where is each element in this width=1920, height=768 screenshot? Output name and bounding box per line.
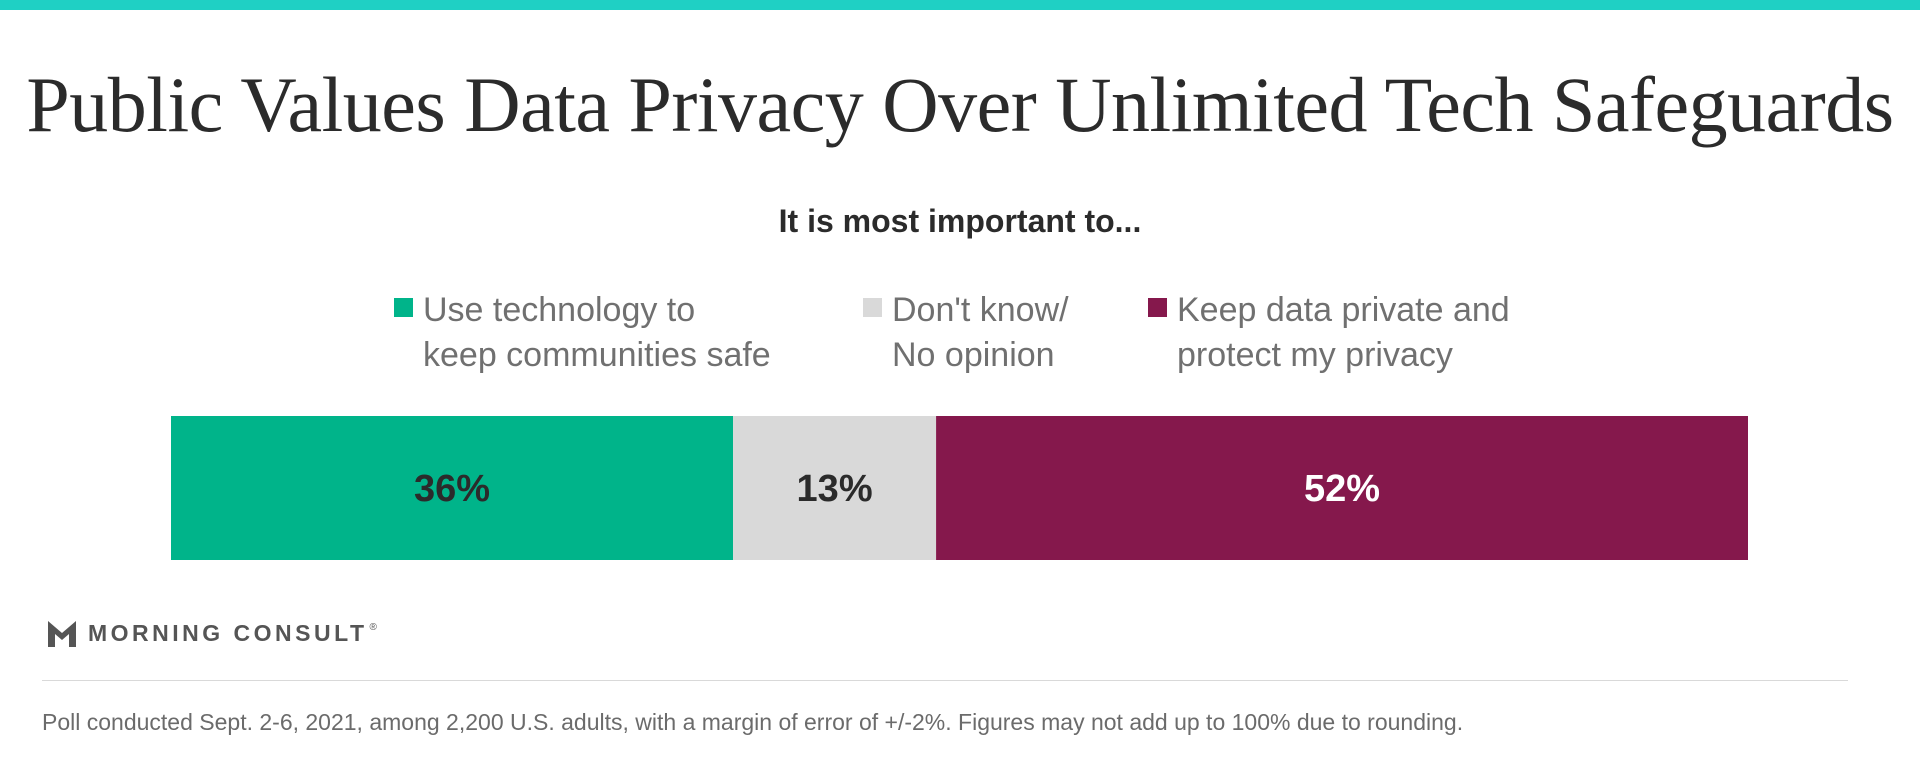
chart-subtitle: It is most important to... xyxy=(778,203,1142,239)
chart-title: Public Values Data Privacy Over Unlimite… xyxy=(26,61,1894,148)
morning-consult-m-icon xyxy=(48,620,76,647)
legend-item-dont-know: Don't know/ No opinion xyxy=(863,288,1069,378)
bar-segment-0 xyxy=(171,416,734,560)
legend-label: Don't know/ No opinion xyxy=(892,291,1069,374)
data-label-1: 13% xyxy=(797,468,873,510)
legend-swatch-gray xyxy=(863,298,882,317)
top-accent-bar xyxy=(0,0,1920,10)
legend-item-keep-data-private: Keep data private and protect my privacy xyxy=(1148,288,1510,378)
legend-item-use-technology: Use technology to keep communities safe xyxy=(394,288,771,378)
morning-consult-logo: MORNING CONSULT ® xyxy=(48,620,377,647)
legend-label: Keep data private and protect my privacy xyxy=(1177,291,1510,374)
legend-label: Use technology to keep communities safe xyxy=(423,291,771,374)
legend-swatch-maroon xyxy=(1148,298,1167,317)
bar-segment-2 xyxy=(936,416,1748,560)
footnote: Poll conducted Sept. 2-6, 2021, among 2,… xyxy=(42,709,1464,735)
bar-segment-1 xyxy=(733,416,937,560)
logo-text: MORNING CONSULT xyxy=(88,620,368,646)
legend-swatch-green xyxy=(394,298,413,317)
footer-divider xyxy=(42,680,1848,681)
data-label-2: 52% xyxy=(1304,468,1380,510)
registered-mark: ® xyxy=(369,622,377,633)
data-label-0: 36% xyxy=(414,468,490,510)
